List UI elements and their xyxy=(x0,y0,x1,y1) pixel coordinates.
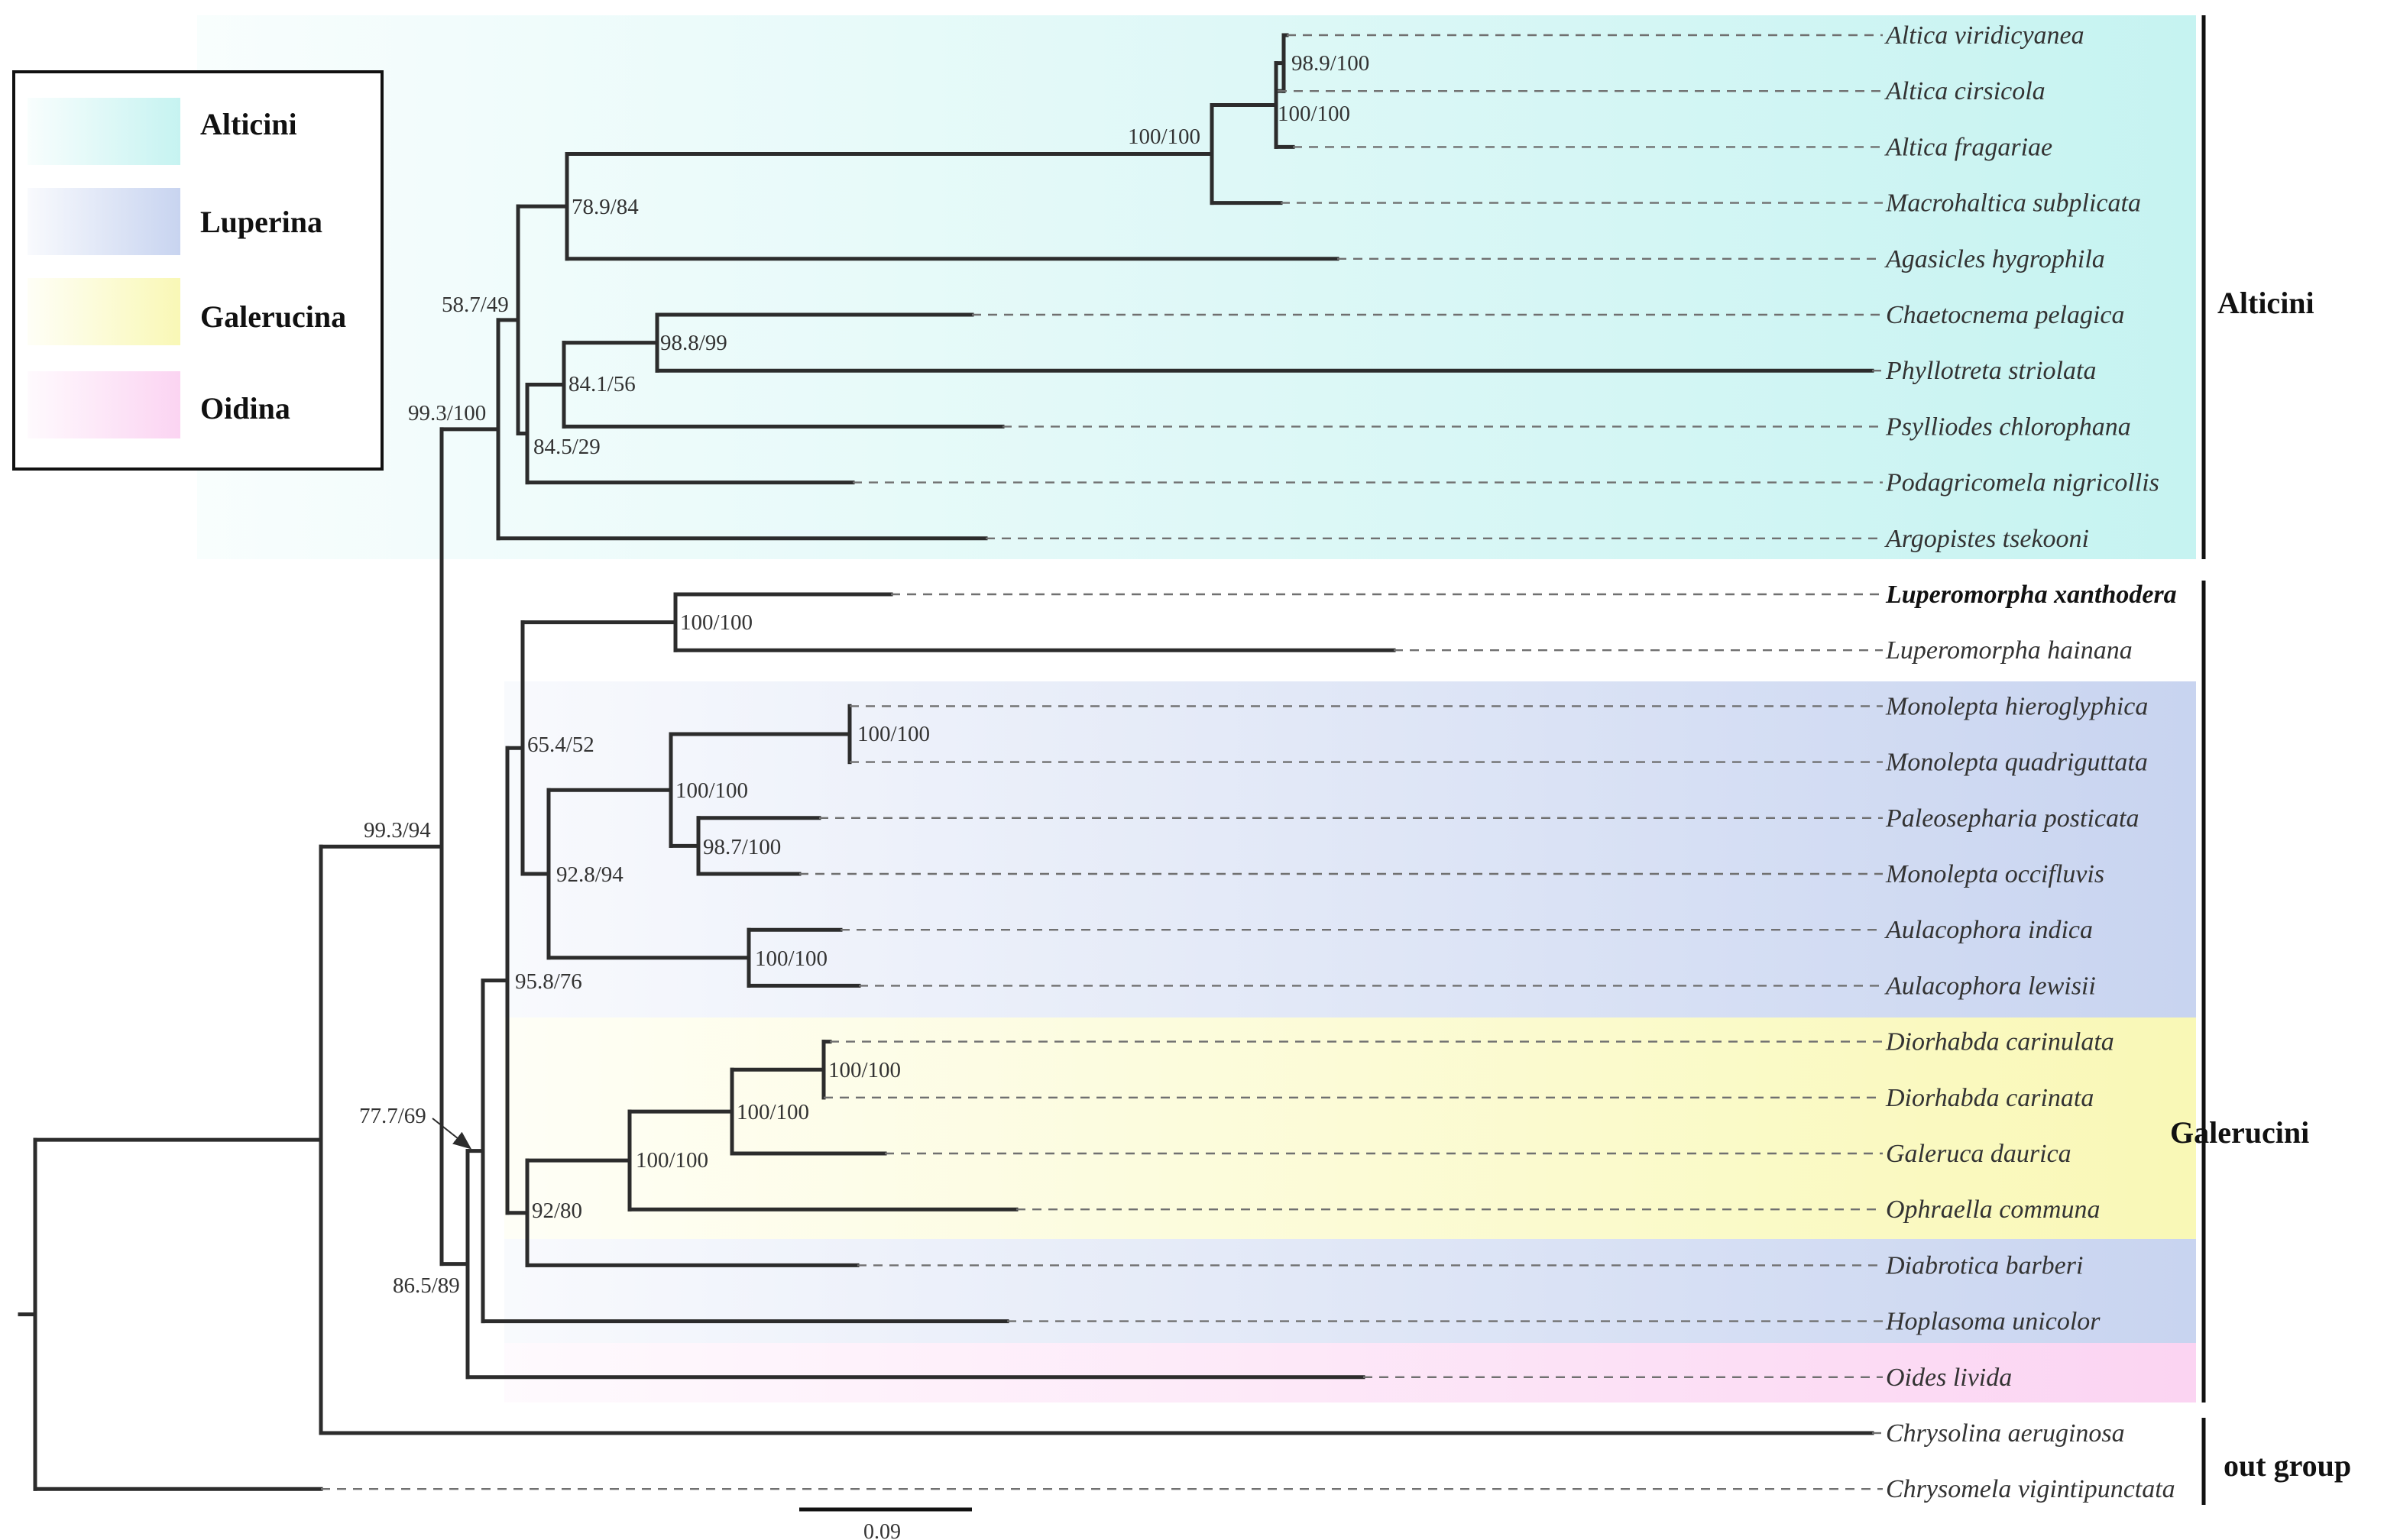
taxon-label: Chaetocnema pelagica xyxy=(1886,301,2125,329)
legend-label-alticini: Alticini xyxy=(200,107,297,141)
legend-label-luperina: Luperina xyxy=(200,205,322,239)
support-value: 84.5/29 xyxy=(533,435,601,459)
legend-swatch-luperina xyxy=(28,188,180,255)
taxon-label: Luperomorpha hainana xyxy=(1885,636,2133,665)
taxon-label: Argopistes tsekooni xyxy=(1884,525,2089,553)
group-label-alticini: Alticini xyxy=(2217,286,2314,320)
support-value: 58.7/49 xyxy=(442,293,509,317)
taxon-label: Hoplasoma unicolor xyxy=(1885,1308,2101,1336)
taxon-label: Phyllotreta striolata xyxy=(1885,357,2096,385)
group-label-outgroup: out group xyxy=(2224,1448,2351,1483)
taxon-label: Chrysolina aeruginosa xyxy=(1886,1419,2125,1448)
taxon-label: Diabrotica barberi xyxy=(1885,1251,2083,1280)
support-value: 98.7/100 xyxy=(703,835,781,859)
legend: Alticini Luperina Galerucina Oidina xyxy=(12,70,384,471)
taxon-label: Altica cirsicola xyxy=(1884,77,2046,105)
support-arrow xyxy=(432,1118,472,1150)
taxon-label: Aulacophora indica xyxy=(1884,916,2093,944)
support-value: 100/100 xyxy=(636,1148,708,1173)
support-value: 100/100 xyxy=(857,722,930,746)
scale-bar-label: 0.09 xyxy=(863,1520,901,1540)
bg-luperina-top xyxy=(504,681,2196,1017)
taxon-label: Monolepta occifluvis xyxy=(1885,860,2104,888)
tree-branches xyxy=(18,33,1874,1491)
tree-leader-lines xyxy=(321,34,1883,1490)
support-value: 98.9/100 xyxy=(1291,51,1369,76)
taxon-label: Oides livida xyxy=(1886,1364,2012,1392)
bg-galerucina xyxy=(504,1017,2196,1239)
bg-luperina-bottom xyxy=(504,1239,2196,1343)
taxon-label: Monolepta quadriguttata xyxy=(1885,749,2148,777)
taxon-label: Altica fragariae xyxy=(1884,133,2052,161)
taxon-label: Altica viridicyanea xyxy=(1884,21,2084,50)
group-label-galerucini: Galerucini xyxy=(2170,1115,2309,1150)
taxon-label: Aulacophora lewisii xyxy=(1884,972,2096,1000)
legend-swatch-oidina xyxy=(28,371,180,438)
taxon-label: Luperomorpha xanthodera xyxy=(1885,581,2177,609)
taxon-label: Paleosepharia posticata xyxy=(1885,804,2139,833)
support-value: 77.7/69 xyxy=(359,1104,426,1128)
support-value: 95.8/76 xyxy=(515,969,582,994)
support-value: 78.9/84 xyxy=(572,195,639,219)
support-values: 98.9/100 100/100 100/100 78.9/84 58.7/49 98.8… xyxy=(359,51,1369,1298)
support-value: 84.1/56 xyxy=(568,372,636,396)
support-value: 99.3/94 xyxy=(364,818,431,843)
legend-swatch-galerucina xyxy=(28,278,180,345)
support-value: 92.8/94 xyxy=(556,862,624,887)
support-value: 100/100 xyxy=(828,1058,901,1082)
taxon-label: Macrohaltica subplicata xyxy=(1885,189,2141,218)
support-value: 65.4/52 xyxy=(527,733,594,757)
support-value: 100/100 xyxy=(680,610,753,635)
support-value: 86.5/89 xyxy=(393,1273,460,1298)
taxon-label: Agasicles hygrophila xyxy=(1884,245,2105,273)
support-value: 100/100 xyxy=(755,946,828,971)
support-value: 100/100 xyxy=(737,1100,809,1124)
support-value: 100/100 xyxy=(1128,125,1200,149)
taxon-label: Diorhabda carinata xyxy=(1885,1084,2094,1112)
taxon-label: Psylliodes chlorophana xyxy=(1885,412,2131,441)
taxon-label: Chrysomela vigintipunctata xyxy=(1886,1475,2175,1503)
taxon-label: Podagricomela nigricollis xyxy=(1885,469,2159,497)
taxon-label: Diorhabda carinulata xyxy=(1885,1028,2114,1056)
support-value: 99.3/100 xyxy=(408,401,486,425)
support-value: 100/100 xyxy=(675,778,748,803)
support-value: 100/100 xyxy=(1278,102,1350,126)
taxon-labels: Altica viridicyanea Altica cirsicola Altic… xyxy=(1884,21,2177,1503)
legend-swatch-alticini xyxy=(28,98,180,165)
support-value: 98.8/99 xyxy=(660,331,727,355)
taxon-label: Galeruca daurica xyxy=(1886,1140,2071,1168)
taxon-label: Monolepta hieroglyphica xyxy=(1885,692,2148,720)
legend-label-oidina: Oidina xyxy=(200,391,290,425)
legend-label-galerucina: Galerucina xyxy=(200,299,346,334)
bg-alticini xyxy=(197,15,2196,559)
bg-oidina xyxy=(504,1343,2196,1402)
taxon-label: Ophraella communa xyxy=(1886,1195,2100,1224)
support-value: 92/80 xyxy=(532,1199,582,1223)
